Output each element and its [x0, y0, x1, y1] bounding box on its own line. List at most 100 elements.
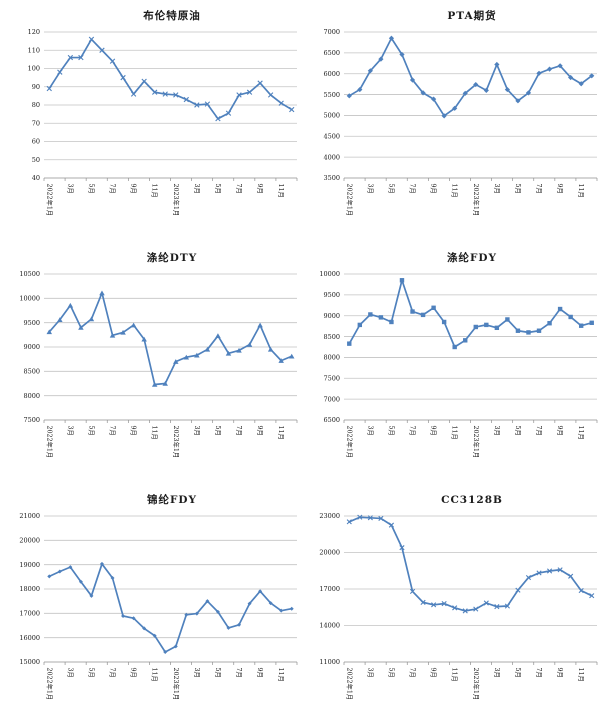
- svg-text:3500: 3500: [323, 174, 340, 182]
- svg-text:2022年1月: 2022年1月: [45, 668, 54, 701]
- svg-text:2023年1月: 2023年1月: [472, 184, 481, 217]
- svg-text:9月: 9月: [430, 184, 438, 194]
- svg-text:3月: 3月: [493, 426, 501, 436]
- svg-text:7月: 7月: [235, 184, 243, 194]
- svg-text:2023年1月: 2023年1月: [172, 426, 181, 459]
- svg-text:5月: 5月: [87, 184, 95, 194]
- svg-text:20000: 20000: [319, 549, 340, 557]
- svg-text:7月: 7月: [409, 184, 417, 194]
- svg-text:110: 110: [28, 46, 40, 54]
- svg-text:7月: 7月: [409, 668, 417, 678]
- svg-text:7月: 7月: [535, 668, 543, 678]
- svg-text:5500: 5500: [323, 91, 340, 99]
- svg-text:6500: 6500: [323, 416, 340, 424]
- svg-text:7月: 7月: [535, 184, 543, 194]
- svg-text:9500: 9500: [323, 291, 340, 299]
- svg-text:5月: 5月: [387, 668, 395, 678]
- svg-text:3月: 3月: [193, 426, 201, 436]
- svg-text:7月: 7月: [535, 426, 543, 436]
- svg-text:2023年1月: 2023年1月: [472, 668, 481, 701]
- svg-text:20000: 20000: [19, 537, 40, 545]
- svg-text:8000: 8000: [23, 392, 40, 400]
- chart-title: PTA期货: [447, 10, 497, 22]
- svg-text:9000: 9000: [323, 312, 340, 320]
- svg-text:2022年1月: 2022年1月: [345, 426, 354, 459]
- svg-text:3月: 3月: [493, 668, 501, 678]
- svg-text:8500: 8500: [23, 368, 40, 376]
- svg-text:7月: 7月: [109, 184, 117, 194]
- svg-text:11月: 11月: [277, 184, 285, 198]
- svg-text:3月: 3月: [366, 426, 374, 436]
- svg-text:17000: 17000: [319, 585, 340, 593]
- svg-text:9月: 9月: [430, 668, 438, 678]
- svg-text:19000: 19000: [19, 561, 40, 569]
- svg-text:3月: 3月: [193, 184, 201, 194]
- svg-text:7500: 7500: [23, 416, 40, 424]
- svg-text:3月: 3月: [366, 668, 374, 678]
- svg-text:50: 50: [32, 156, 40, 164]
- svg-text:11月: 11月: [577, 668, 585, 682]
- svg-text:17000: 17000: [19, 610, 40, 618]
- svg-text:9500: 9500: [23, 319, 40, 327]
- svg-text:7月: 7月: [109, 426, 117, 436]
- svg-text:2023年1月: 2023年1月: [472, 426, 481, 459]
- svg-text:6000: 6000: [323, 70, 340, 78]
- svg-text:11月: 11月: [577, 426, 585, 440]
- chart-panel-brent-crude: 布伦特原油 40 50 60 70 80 90 100 110 120 2022年1月 3月 5月 7月…: [0, 0, 300, 242]
- svg-text:4500: 4500: [323, 132, 340, 140]
- chart-title: 锦纶FDY: [146, 494, 198, 506]
- svg-text:3月: 3月: [66, 426, 74, 436]
- svg-text:11月: 11月: [151, 668, 159, 682]
- svg-text:14000: 14000: [319, 622, 340, 630]
- svg-text:11月: 11月: [277, 668, 285, 682]
- chart-panel-cc3128b: CC3128B 11000 14000 17000 20000 23000 2022年1月…: [300, 484, 600, 728]
- svg-text:5月: 5月: [87, 426, 95, 436]
- svg-text:7月: 7月: [235, 668, 243, 678]
- svg-text:2023年1月: 2023年1月: [172, 184, 181, 217]
- line-chart-polyester-dty: 7500 8000 8500 9000 9500 10000 10500 2022年1月 3月 5…: [19, 270, 298, 459]
- svg-text:4000: 4000: [323, 153, 340, 161]
- svg-text:7月: 7月: [235, 426, 243, 436]
- svg-text:60: 60: [32, 138, 40, 146]
- svg-text:9月: 9月: [430, 426, 438, 436]
- svg-text:8500: 8500: [323, 333, 340, 341]
- svg-text:5月: 5月: [87, 668, 95, 678]
- svg-text:9月: 9月: [256, 426, 264, 436]
- svg-text:5月: 5月: [514, 668, 522, 678]
- svg-text:7月: 7月: [409, 426, 417, 436]
- svg-text:3月: 3月: [66, 668, 74, 678]
- svg-text:5月: 5月: [214, 426, 222, 436]
- svg-text:5月: 5月: [514, 426, 522, 436]
- svg-text:7月: 7月: [109, 668, 117, 678]
- svg-text:11月: 11月: [451, 184, 459, 198]
- line-chart-cc3128b: 11000 14000 17000 20000 23000 2022年1月 3月 5月 7月 9月…: [319, 512, 598, 701]
- svg-text:9月: 9月: [556, 668, 564, 678]
- svg-text:21000: 21000: [19, 512, 40, 520]
- chart-title: 涤纶DTY: [146, 252, 198, 264]
- svg-text:9月: 9月: [256, 668, 264, 678]
- svg-text:5000: 5000: [323, 112, 340, 120]
- svg-text:9月: 9月: [130, 668, 138, 678]
- svg-text:3月: 3月: [493, 184, 501, 194]
- svg-text:5月: 5月: [214, 184, 222, 194]
- svg-text:3月: 3月: [193, 668, 201, 678]
- svg-text:9月: 9月: [130, 426, 138, 436]
- svg-text:3月: 3月: [366, 184, 374, 194]
- svg-text:11月: 11月: [277, 426, 285, 440]
- svg-text:7000: 7000: [323, 395, 340, 403]
- svg-text:2022年1月: 2022年1月: [345, 184, 354, 217]
- svg-text:10000: 10000: [319, 270, 340, 278]
- svg-text:6500: 6500: [323, 49, 340, 57]
- chart-title: CC3128B: [441, 494, 503, 506]
- svg-text:2022年1月: 2022年1月: [45, 426, 54, 459]
- line-chart-brent-crude: 40 50 60 70 80 90 100 110 120 2022年1月 3月 5月 7月 9月 11月 2…: [28, 28, 298, 217]
- svg-text:100: 100: [28, 65, 40, 73]
- svg-text:11月: 11月: [451, 426, 459, 440]
- svg-text:11月: 11月: [577, 184, 585, 198]
- svg-text:16000: 16000: [19, 634, 40, 642]
- svg-text:80: 80: [32, 101, 40, 109]
- svg-text:70: 70: [32, 119, 40, 127]
- svg-text:5月: 5月: [214, 668, 222, 678]
- svg-text:11000: 11000: [319, 658, 340, 666]
